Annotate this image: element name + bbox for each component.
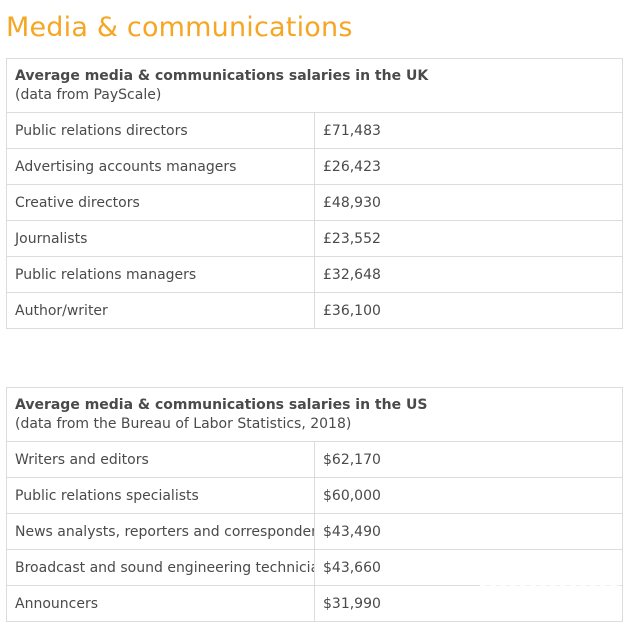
role-cell: News analysts, reporters and corresponde… — [6, 513, 315, 550]
role-cell: Journalists — [6, 220, 315, 257]
table-title: Average media & communications salaries … — [15, 396, 428, 413]
table-row: Journalists £23,552 — [6, 220, 623, 257]
role-cell: Author/writer — [6, 292, 315, 329]
role-cell: Public relations managers — [6, 256, 315, 293]
role-cell: Advertising accounts managers — [6, 148, 315, 185]
salary-cell: $43,660 — [314, 549, 623, 586]
table-row: Public relations directors £71,483 — [6, 112, 623, 149]
table-row: Broadcast and sound engineering technici… — [6, 549, 623, 586]
salary-cell: £26,423 — [314, 148, 623, 185]
salary-cell: £23,552 — [314, 220, 623, 257]
table-row: Writers and editors $62,170 — [6, 441, 623, 478]
us-salary-table: Average media & communications salaries … — [6, 387, 623, 622]
table-row: News analysts, reporters and corresponde… — [6, 513, 623, 550]
role-cell: Public relations directors — [6, 112, 315, 149]
role-cell: Public relations specialists — [6, 477, 315, 514]
table-row: Creative directors £48,930 — [6, 184, 623, 221]
salary-cell: $62,170 — [314, 441, 623, 478]
role-cell: Announcers — [6, 585, 315, 622]
table-source-note: (data from PayScale) — [15, 86, 162, 103]
table-source-note: (data from the Bureau of Labor Statistic… — [15, 415, 352, 432]
table-header: Average media & communications salaries … — [6, 387, 623, 442]
page-title: Media & communications — [6, 12, 353, 43]
salary-cell: $60,000 — [314, 477, 623, 514]
salary-cell: £36,100 — [314, 292, 623, 329]
table-header: Average media & communications salaries … — [6, 58, 623, 113]
role-cell: Broadcast and sound engineering technici… — [6, 549, 315, 586]
table-row: Public relations specialists $60,000 — [6, 477, 623, 514]
salary-cell: £32,648 — [314, 256, 623, 293]
salary-cell: $43,490 — [314, 513, 623, 550]
table-row: Public relations managers £32,648 — [6, 256, 623, 293]
table-row: Announcers $31,990 — [6, 585, 623, 622]
salary-cell: £71,483 — [314, 112, 623, 149]
table-header-row: Average media & communications salaries … — [6, 58, 623, 113]
table-header-row: Average media & communications salaries … — [6, 387, 623, 442]
uk-salary-table: Average media & communications salaries … — [6, 58, 623, 329]
table-row: Author/writer £36,100 — [6, 292, 623, 329]
salary-cell: £48,930 — [314, 184, 623, 221]
salary-cell: $31,990 — [314, 585, 623, 622]
role-cell: Writers and editors — [6, 441, 315, 478]
table-row: Advertising accounts managers £26,423 — [6, 148, 623, 185]
role-cell: Creative directors — [6, 184, 315, 221]
table-title: Average media & communications salaries … — [15, 67, 429, 84]
